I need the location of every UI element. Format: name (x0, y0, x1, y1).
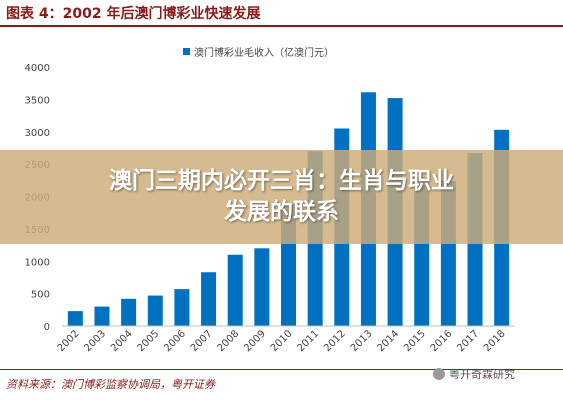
chart-legend: 澳门博彩业毛收入（亿澳门元） (183, 46, 334, 59)
overlay-banner: 澳门三期内必开三肖：生肖与职业 发展的联系 (0, 150, 563, 244)
x-tick-label: 2018 (482, 328, 508, 354)
x-tick-label: 2017 (455, 328, 481, 354)
x-tick-label: 2013 (349, 328, 375, 354)
x-tick-label: 2014 (375, 328, 401, 354)
watermark: 粤开奇霖研究 (433, 366, 515, 382)
y-tick-label: 4000 (25, 63, 50, 74)
x-tick-label: 2003 (82, 328, 108, 354)
bar-2007 (201, 272, 217, 326)
figure-title: 图表 4：2002 年后澳门博彩业快速发展 (6, 6, 261, 22)
x-tick-label: 2010 (269, 328, 295, 354)
y-tick-label: 1000 (25, 257, 50, 268)
x-tick-label: 2002 (56, 328, 82, 354)
x-tick-label: 2012 (322, 328, 348, 354)
y-tick-label: 0 (44, 322, 50, 333)
watermark-text: 粤开奇霖研究 (449, 368, 515, 381)
x-tick-label: 2004 (109, 328, 135, 354)
x-tick-label: 2009 (242, 328, 268, 354)
bar-2003 (94, 306, 110, 326)
bar-2009 (254, 248, 270, 326)
bar-2002 (67, 311, 83, 326)
x-tick-label: 2006 (162, 328, 188, 354)
x-tick-label: 2015 (402, 328, 428, 354)
wechat-icon (433, 368, 445, 380)
overlay-line-2: 发展的联系 (224, 199, 339, 225)
bar-2006 (174, 289, 190, 326)
legend-label: 澳门博彩业毛收入（亿澳门元） (194, 46, 334, 59)
bar-2005 (147, 295, 163, 326)
y-tick-label: 3000 (25, 128, 50, 139)
footer-rule (0, 369, 563, 370)
source-note: 资料来源：澳门博彩监察协调局，粤开证券 (6, 378, 215, 391)
y-tick-label: 500 (31, 290, 50, 301)
overlay-line-1: 澳门三期内必开三肖：生肖与职业 (109, 168, 454, 194)
x-tick-label: 2011 (295, 328, 321, 354)
x-tick-label: 2005 (136, 328, 162, 354)
x-tick-label: 2016 (429, 328, 455, 354)
x-tick-label: 2007 (189, 328, 215, 354)
bar-2004 (121, 298, 137, 326)
x-axis: 2002 2003 2004 2005 2006 2007 2008 2009 2010 2011… (56, 328, 508, 354)
x-tick-label: 2008 (216, 328, 242, 354)
bar-2008 (227, 254, 243, 326)
legend-swatch (183, 48, 190, 55)
y-tick-label: 3500 (25, 95, 50, 106)
title-rule (0, 25, 563, 27)
